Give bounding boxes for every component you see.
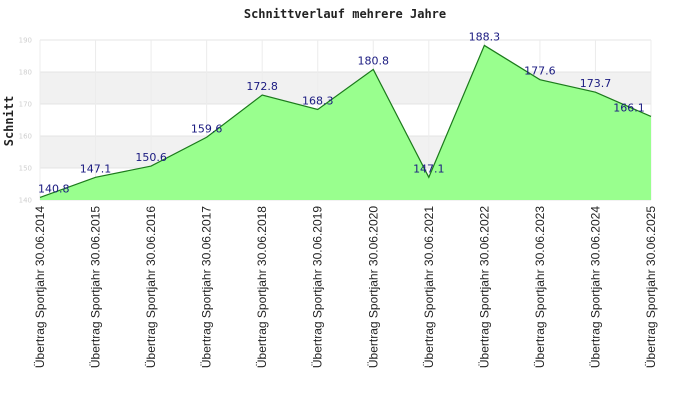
- y-tick-label: 180: [19, 69, 32, 77]
- data-label: 188.3: [469, 30, 501, 43]
- data-label: 172.8: [246, 80, 278, 93]
- x-tick-label: Übertrag Sportjahr 30.06.2016: [144, 206, 158, 368]
- x-tick-label: Übertrag Sportjahr 30.06.2021: [422, 206, 436, 368]
- x-tick-label: Übertrag Sportjahr 30.06.2015: [89, 206, 103, 368]
- area-fill: [40, 45, 651, 200]
- x-tick-label: Übertrag Sportjahr 30.06.2025: [644, 206, 658, 368]
- data-label: 150.6: [135, 151, 167, 164]
- grid-band: [40, 40, 651, 72]
- series-line: [39, 44, 652, 199]
- x-tick-label: Übertrag Sportjahr 30.06.2014: [33, 206, 47, 368]
- data-label: 173.7: [580, 77, 612, 90]
- y-tick-label: 190: [19, 37, 32, 45]
- y-axis-ticks: 140 150 160 170 180 190: [19, 37, 32, 205]
- data-label: 159.6: [191, 122, 223, 135]
- x-tick-label: Übertrag Sportjahr 30.06.2024: [588, 206, 602, 368]
- x-tick-label: Übertrag Sportjahr 30.06.2017: [200, 206, 214, 368]
- data-label: 147.1: [413, 162, 445, 175]
- data-label: 140.8: [38, 182, 70, 195]
- y-tick-label: 170: [19, 101, 32, 109]
- data-label: 177.6: [524, 65, 556, 78]
- x-tick-label: Übertrag Sportjahr 30.06.2023: [533, 206, 547, 368]
- x-tick-label: Übertrag Sportjahr 30.06.2019: [311, 206, 325, 368]
- x-tick-label: Übertrag Sportjahr 30.06.2018: [255, 206, 269, 368]
- x-axis-ticks: Übertrag Sportjahr 30.06.2014 Übertrag Sp…: [33, 206, 658, 368]
- data-label: 168.3: [302, 94, 334, 107]
- y-axis-label: Schnitt: [2, 96, 16, 147]
- data-label: 147.1: [80, 162, 112, 175]
- y-tick-label: 150: [19, 165, 32, 173]
- y-tick-label: 160: [19, 133, 32, 141]
- y-tick-label: 140: [19, 197, 32, 205]
- data-labels: 140.8 147.1 150.6 159.6 172.8 168.3 180.8 147.1…: [38, 30, 645, 195]
- data-label: 166.1: [613, 101, 645, 114]
- x-tick-label: Übertrag Sportjahr 30.06.2020: [366, 206, 380, 368]
- data-label: 180.8: [358, 54, 390, 67]
- x-tick-label: Übertrag Sportjahr 30.06.2022: [477, 206, 491, 368]
- chart-title: Schnittverlauf mehrere Jahre: [244, 7, 446, 21]
